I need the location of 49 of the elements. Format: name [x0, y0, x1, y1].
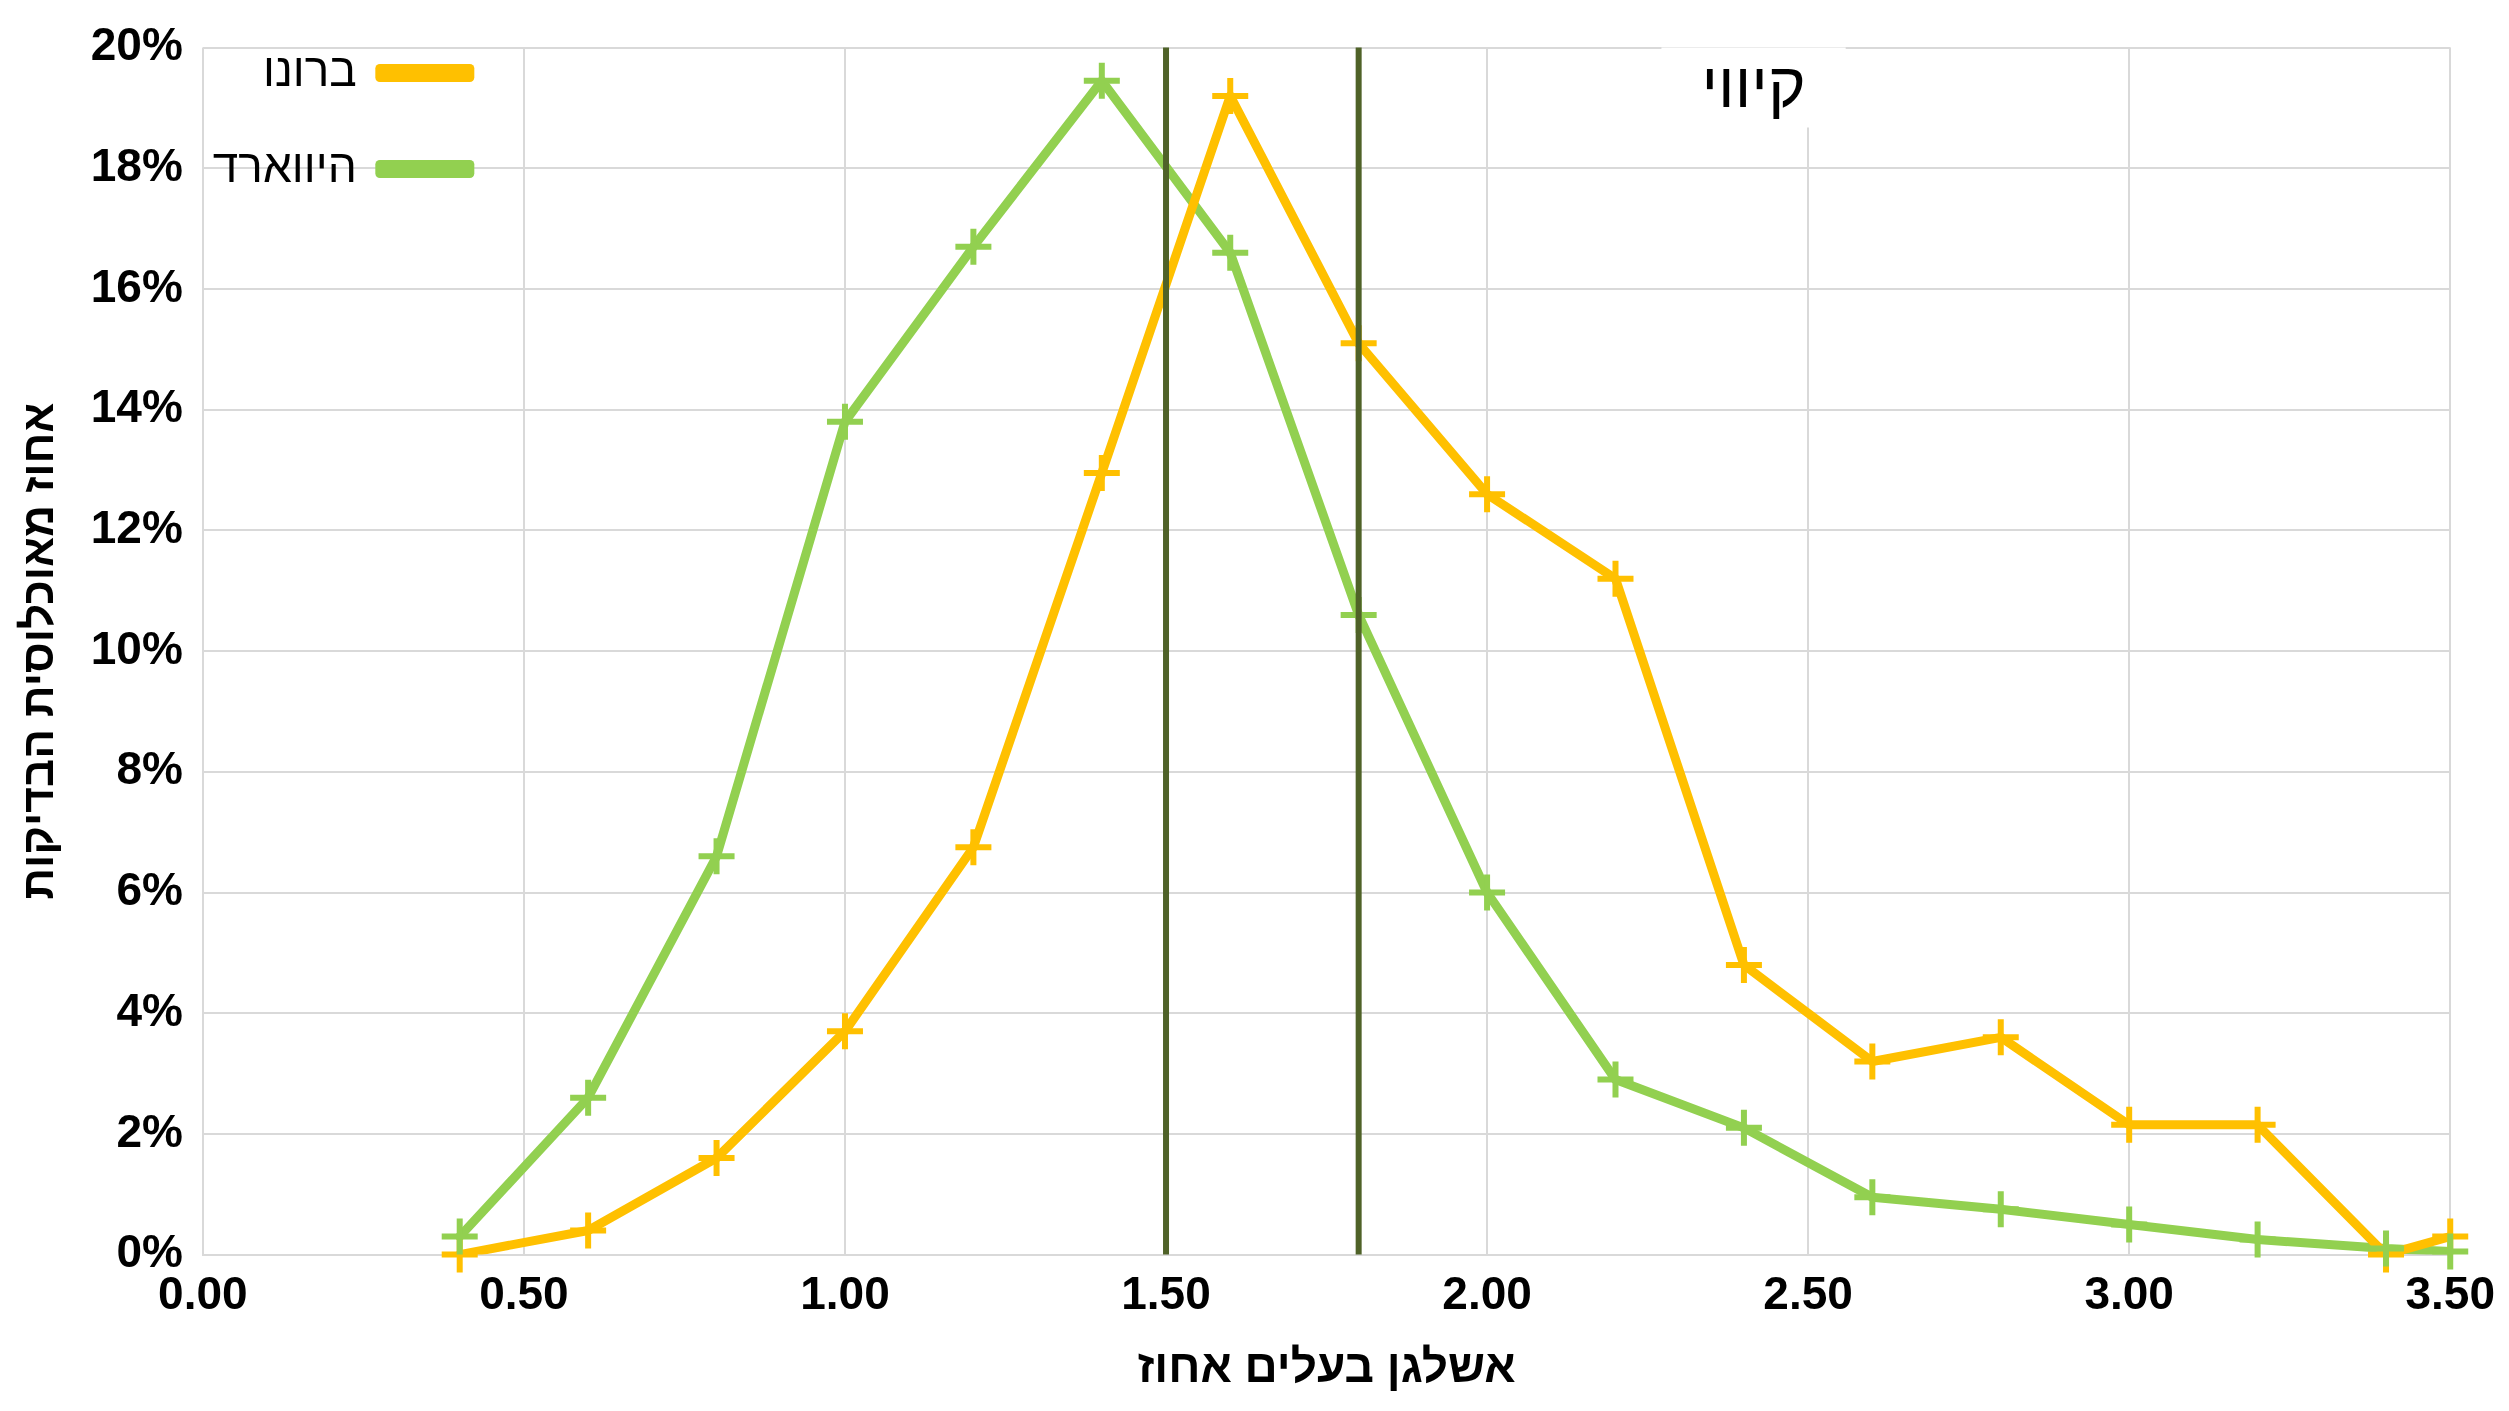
x-tick-label: 2.50 — [1763, 1266, 1853, 1319]
point — [1083, 455, 1120, 492]
point — [1469, 874, 1506, 911]
point — [2111, 1206, 2148, 1243]
y-tick-label: 2% — [116, 1104, 183, 1157]
legend-label: היווארד — [212, 139, 357, 192]
point — [698, 1140, 735, 1177]
point — [826, 1013, 863, 1050]
point — [2432, 1233, 2469, 1270]
point — [1982, 1191, 2019, 1228]
point — [955, 228, 992, 265]
point — [1854, 1179, 1891, 1216]
x-tick-label: 2.00 — [1442, 1266, 1532, 1319]
x-tick-label: 3.50 — [2405, 1266, 2495, 1319]
point — [1212, 234, 1249, 271]
point — [1982, 1019, 2019, 1056]
point — [698, 838, 735, 875]
y-tick-label: 20% — [90, 18, 183, 71]
point — [2239, 1221, 2276, 1258]
y-tick-label: 14% — [90, 380, 183, 433]
point — [1725, 946, 1762, 983]
point — [1212, 77, 1249, 114]
point — [1854, 1043, 1891, 1080]
point — [955, 829, 992, 866]
x-tick-label: 1.50 — [1121, 1266, 1211, 1319]
point — [1597, 1061, 1634, 1098]
x-tick-label: 1.00 — [800, 1266, 890, 1319]
point — [1725, 1109, 1762, 1146]
x-tick-label: 0.50 — [479, 1266, 569, 1319]
legend-label: ברונו — [262, 43, 357, 96]
x-tick-label: 3.00 — [2084, 1266, 2174, 1319]
y-axis-title: אחוז מאוכלוסית הבדיקות — [12, 402, 62, 900]
y-tick-label: 12% — [90, 501, 183, 554]
point — [826, 403, 863, 440]
point — [570, 1212, 607, 1249]
y-tick-label: 8% — [116, 742, 183, 795]
y-tick-label: 4% — [116, 983, 183, 1036]
point — [441, 1218, 478, 1255]
x-axis-title: אשלגן בעלים אחוז — [1137, 1340, 1516, 1393]
y-tick-label: 10% — [90, 621, 183, 674]
point — [2368, 1230, 2405, 1267]
y-tick-label: 16% — [90, 259, 183, 312]
point — [570, 1079, 607, 1116]
chart-title: קיווי — [1701, 49, 1806, 122]
y-tick-label: 6% — [116, 863, 183, 916]
point — [1083, 62, 1120, 99]
y-tick-label: 18% — [90, 138, 183, 191]
point — [1597, 560, 1634, 597]
point — [1469, 476, 1506, 513]
